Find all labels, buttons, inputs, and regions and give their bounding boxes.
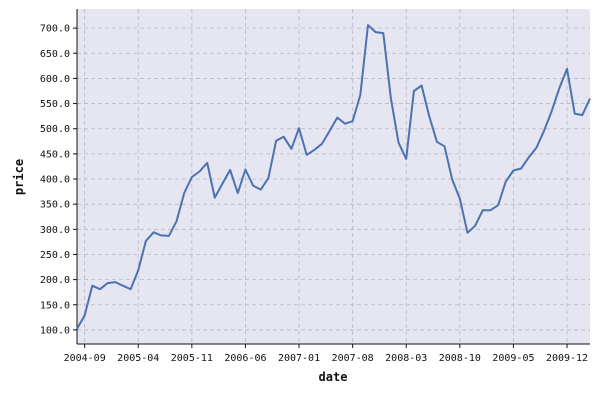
axes xyxy=(73,9,590,348)
x-tick-label: 2005-04 xyxy=(117,353,159,364)
y-tick-label: 450.0 xyxy=(40,149,70,160)
y-tick-label: 300.0 xyxy=(40,225,70,236)
x-tick-label: 2004-09 xyxy=(64,353,106,364)
x-axis-label: date xyxy=(319,370,348,384)
y-tick-label: 150.0 xyxy=(40,300,70,311)
y-axis-label: price xyxy=(12,159,26,195)
grid-lines xyxy=(77,9,590,344)
x-tick-label: 2007-01 xyxy=(278,353,320,364)
x-tick-label: 2007-08 xyxy=(332,353,374,364)
x-tick-label: 2006-06 xyxy=(224,353,266,364)
y-tick-label: 650.0 xyxy=(40,49,70,60)
y-tick-label: 350.0 xyxy=(40,200,70,211)
y-tick-label: 200.0 xyxy=(40,275,70,286)
y-tick-label: 250.0 xyxy=(40,250,70,261)
y-tick-label: 550.0 xyxy=(40,99,70,110)
x-tick-label: 2008-03 xyxy=(385,353,427,364)
x-tick-label: 2009-05 xyxy=(492,353,534,364)
x-tick-label: 2009-12 xyxy=(546,353,588,364)
y-tick-label: 400.0 xyxy=(40,175,70,186)
plot-background xyxy=(77,9,590,344)
price-series-line xyxy=(76,24,591,330)
y-tick-label: 500.0 xyxy=(40,124,70,135)
x-tick-label: 2005-11 xyxy=(171,353,213,364)
tick-labels: 100.0 150.0 200.0 250.0 300.0 350.0 400.0 450.0… xyxy=(40,24,588,364)
y-tick-label: 100.0 xyxy=(40,325,70,336)
x-tick-label: 2008-10 xyxy=(439,353,481,364)
y-tick-label: 600.0 xyxy=(40,74,70,85)
series-lines xyxy=(76,24,591,330)
y-tick-label: 700.0 xyxy=(40,24,70,35)
